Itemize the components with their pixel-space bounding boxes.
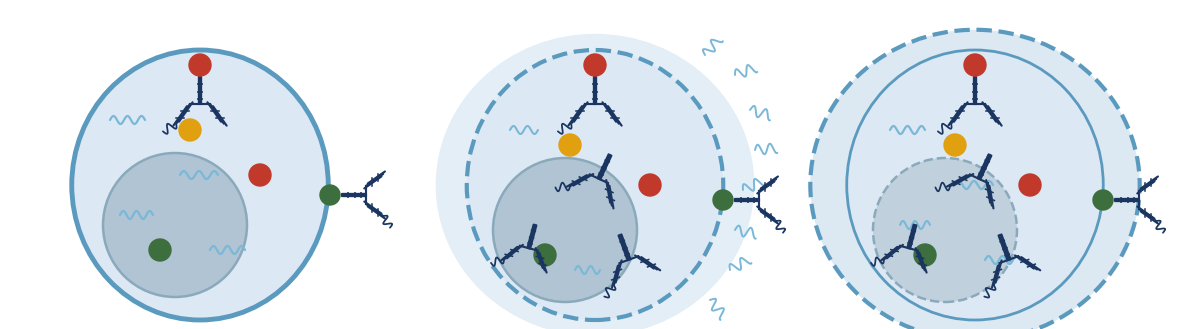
Circle shape	[560, 134, 581, 156]
Circle shape	[1019, 174, 1041, 196]
Circle shape	[534, 244, 556, 266]
Circle shape	[964, 54, 985, 76]
Ellipse shape	[493, 158, 637, 302]
Circle shape	[179, 119, 200, 141]
Circle shape	[914, 244, 937, 266]
Circle shape	[713, 190, 733, 210]
Circle shape	[249, 164, 271, 186]
Circle shape	[585, 54, 606, 76]
Circle shape	[1093, 190, 1113, 210]
Circle shape	[149, 239, 171, 261]
Ellipse shape	[847, 50, 1104, 320]
Circle shape	[188, 54, 211, 76]
Circle shape	[320, 185, 340, 205]
Circle shape	[639, 174, 661, 196]
Ellipse shape	[435, 34, 754, 329]
Circle shape	[944, 134, 966, 156]
Ellipse shape	[466, 50, 723, 320]
Ellipse shape	[810, 30, 1139, 329]
Ellipse shape	[873, 158, 1016, 302]
Ellipse shape	[72, 50, 328, 320]
Ellipse shape	[103, 153, 247, 297]
